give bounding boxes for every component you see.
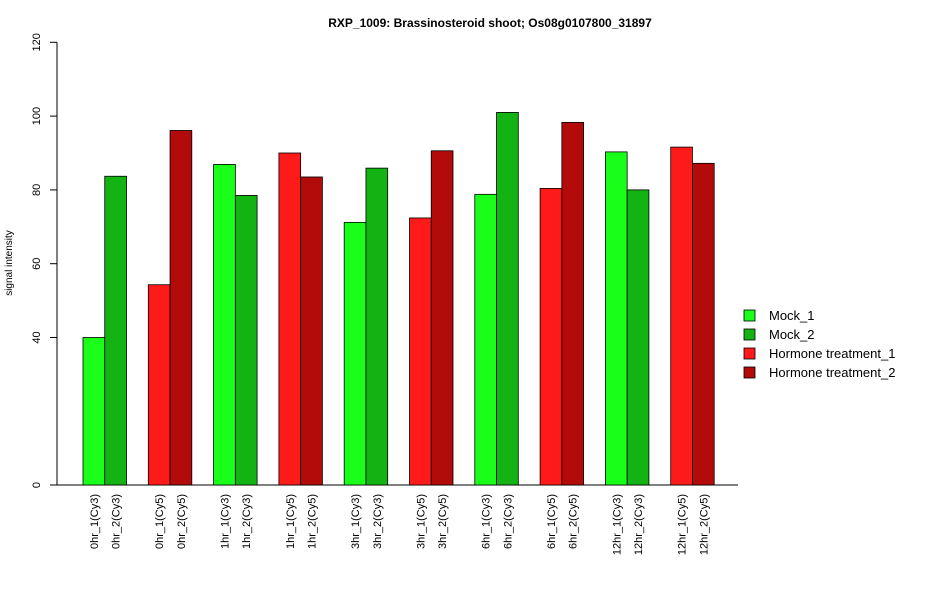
bar [670, 146, 693, 486]
x-tick-label: 0hr_2(Cy3) [111, 494, 123, 549]
x-tick-label: 1hr_2(Cy3) [241, 494, 253, 549]
y-tick-label: 80 [31, 184, 43, 196]
y-tick-label: 0 [31, 482, 43, 488]
legend-swatch [743, 328, 756, 341]
bar [82, 337, 106, 486]
x-tick-labels: 0hr_1(Cy3) 0hr_2(Cy3) 0hr_1(Cy5) 0hr_2(Cy5)… [89, 494, 710, 555]
legend-label: Mock_1 [769, 308, 815, 323]
bar [561, 121, 584, 486]
bar [300, 176, 323, 486]
bar [430, 150, 454, 486]
y-axis-label: signal intensity [4, 230, 15, 296]
bar [343, 221, 367, 486]
x-tick-label: 6hr_2(Cy5) [568, 494, 580, 549]
legend: Mock_1 Mock_2 Hormone treatment_1 Hormone t… [743, 308, 895, 380]
bar [692, 162, 715, 486]
legend-swatch [743, 309, 756, 322]
y-tick-label: 40 [31, 331, 43, 343]
legend-label: Hormone treatment_2 [769, 365, 895, 380]
x-tick-label: 3hr_1(Cy3) [350, 494, 362, 549]
x-tick-label: 3hr_2(Cy3) [372, 494, 384, 549]
bar [213, 164, 236, 486]
bar [278, 152, 302, 486]
bar [474, 193, 497, 486]
bar [234, 195, 258, 486]
bar [605, 151, 628, 486]
legend-swatch [743, 347, 756, 360]
bars-group [82, 112, 715, 486]
bar [539, 188, 563, 486]
x-tick-label: 12hr_2(Cy5) [698, 494, 710, 555]
x-tick-label: 6hr_2(Cy3) [502, 494, 514, 549]
x-tick-label: 1hr_1(Cy3) [219, 494, 231, 549]
x-tick-label: 0hr_1(Cy5) [154, 494, 166, 549]
x-tick-label: 12hr_2(Cy3) [633, 494, 645, 555]
bar [147, 284, 171, 486]
bar [409, 217, 432, 486]
x-tick-label: 3hr_1(Cy5) [415, 494, 427, 549]
x-tick-label: 12hr_1(Cy5) [677, 494, 689, 555]
x-tick-label: 0hr_1(Cy3) [89, 494, 101, 549]
bar [365, 167, 389, 486]
bar [104, 175, 127, 486]
x-tick-label: 12hr_1(Cy3) [611, 494, 623, 555]
x-tick-label: 1hr_1(Cy5) [285, 494, 297, 549]
bar [169, 130, 193, 486]
legend-label: Hormone treatment_1 [769, 346, 895, 361]
chart-title: RXP_1009: Brassinosteroid shoot; Os08g01… [328, 16, 652, 30]
x-tick-label: 0hr_2(Cy5) [176, 494, 188, 549]
y-tick-label: 100 [31, 107, 43, 125]
x-tick-label: 6hr_1(Cy5) [546, 494, 558, 549]
legend-swatch [743, 366, 756, 379]
x-tick-label: 6hr_1(Cy3) [481, 494, 493, 549]
y-tick-label: 60 [31, 258, 43, 270]
legend-label: Mock_2 [769, 327, 815, 342]
y-tick-label: 120 [31, 33, 43, 51]
x-tick-label: 1hr_2(Cy5) [307, 494, 319, 549]
y-axis: 0 40 60 80 100 120 [31, 33, 58, 488]
x-tick-label: 3hr_2(Cy5) [437, 494, 449, 549]
bar [496, 112, 519, 486]
bar [626, 189, 650, 486]
